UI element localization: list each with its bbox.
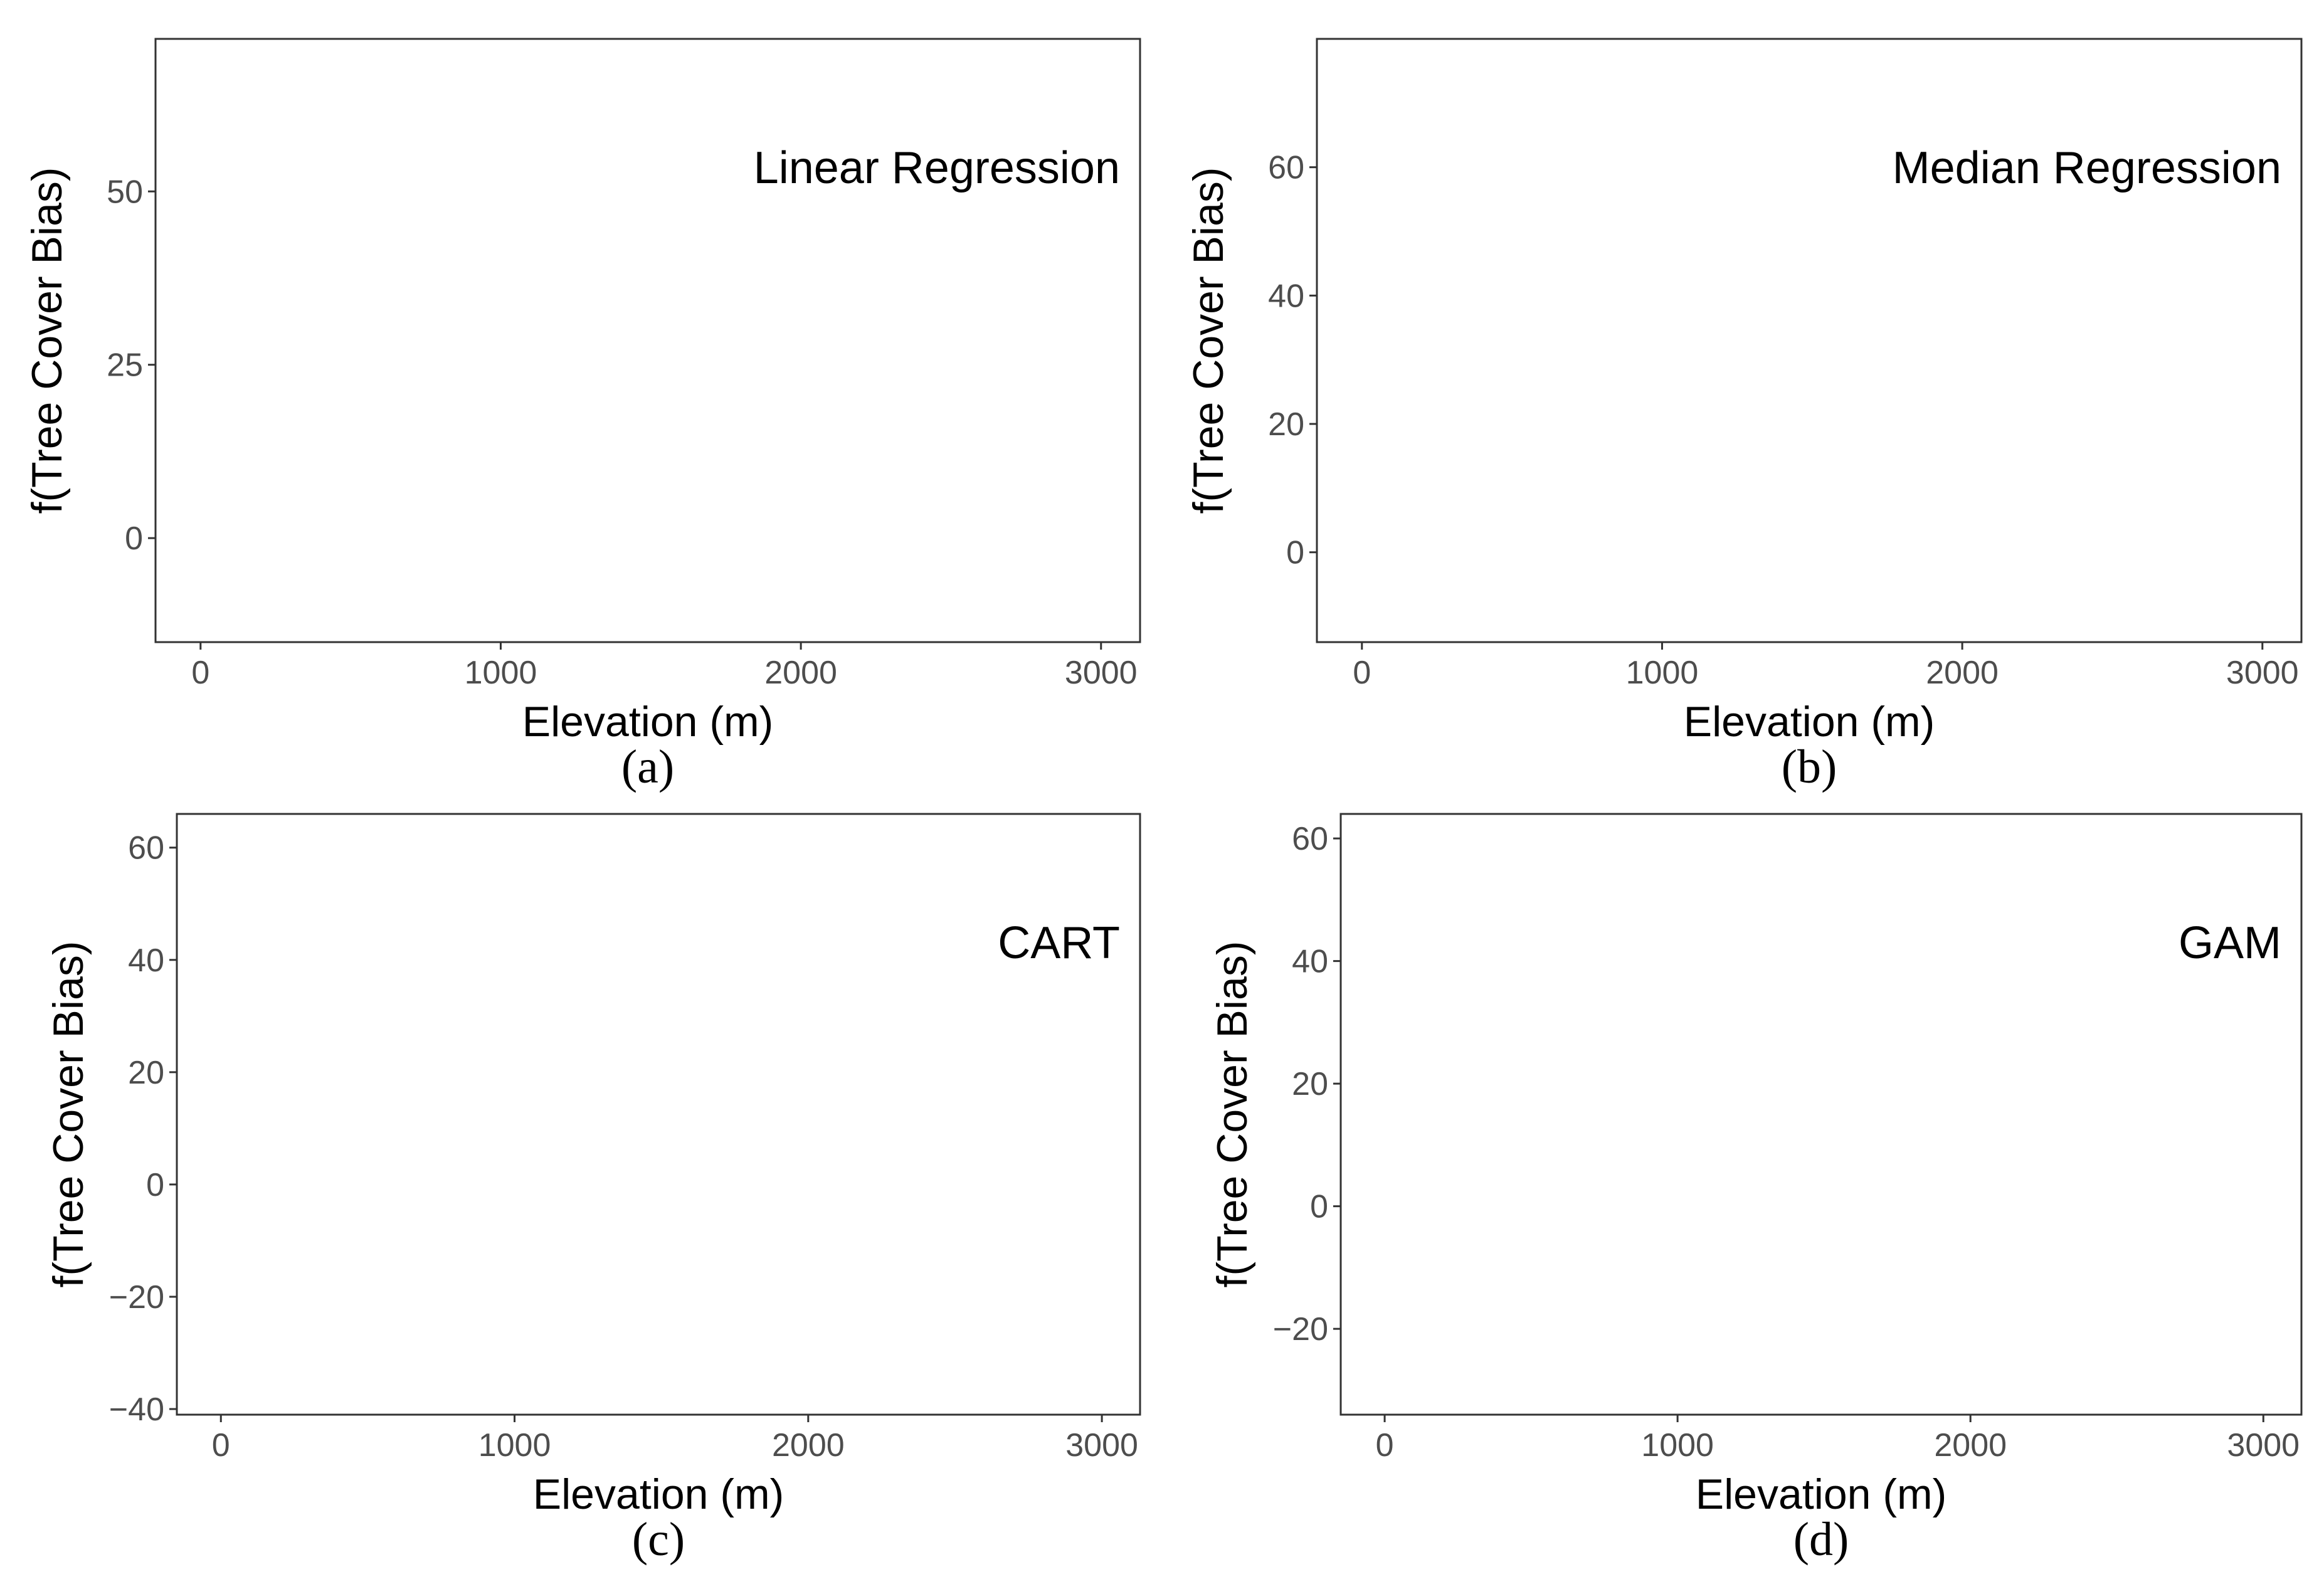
y-tick-label: 20 [128,1055,164,1091]
x-tick-label: 0 [212,1427,230,1464]
x-tick-label: 3000 [2227,1427,2300,1464]
x-tick-label: 0 [191,655,209,691]
y-tick-label: 0 [1286,535,1304,571]
panel-title: Linear Regression [754,143,1120,193]
y-tick-label: 60 [1292,821,1328,857]
y-tick-label: 40 [1268,278,1304,314]
x-tick-label: 1000 [465,655,537,691]
x-tick-label: 1000 [1641,1427,1714,1464]
x-axis-title: Elevation (m) [1684,698,1935,746]
panel-border [176,813,1141,1416]
panel-title: CART [998,918,1120,968]
y-tick-label: 60 [1268,150,1304,186]
panel-caption: (a) [621,741,674,793]
x-axis-title: Elevation (m) [522,698,774,746]
x-tick-label: 2000 [1926,655,1999,691]
x-tick-label: 0 [1376,1427,1394,1464]
y-tick-label: 0 [146,1167,164,1203]
y-tick-label: 0 [125,520,143,557]
y-axis-title: f(Tree Cover Bias) [1208,941,1256,1288]
x-tick-label: 1000 [478,1427,551,1464]
panel-border [1339,813,2303,1416]
panel-a: 0 1000 2000 3000 0 25 50 Elevation (m) f(Tree Co… [23,38,1141,793]
y-tick-label: −20 [109,1279,164,1316]
y-tick-label: −20 [1273,1311,1328,1348]
x-tick-label: 0 [1353,655,1371,691]
panel-caption: (b) [1782,741,1837,793]
panel-caption: (d) [1793,1513,1849,1566]
y-axis-title: f(Tree Cover Bias) [23,167,71,514]
panel-border [1316,38,2303,643]
y-tick-label: 0 [1310,1189,1328,1225]
y-tick-label: 20 [1268,406,1304,443]
x-tick-label: 2000 [764,655,837,691]
panel-title: Median Regression [1893,143,2281,193]
y-tick-label: −40 [109,1391,164,1428]
panel-title: GAM [2179,918,2281,968]
y-tick-label: 20 [1292,1066,1328,1102]
x-tick-label: 3000 [1065,1427,1138,1464]
x-axis-title: Elevation (m) [1696,1470,1947,1518]
y-tick-label: 40 [128,942,164,979]
y-tick-label: 40 [1292,944,1328,980]
y-tick-label: 50 [107,174,143,210]
panel-c: 0 1000 2000 3000 −40 −20 0 20 40 60 Elevation (m) f… [45,813,1141,1566]
x-tick-label: 2000 [772,1427,845,1464]
panel-border [154,38,1141,643]
y-axis-title: f(Tree Cover Bias) [1185,167,1232,514]
y-tick-label: 60 [128,830,164,867]
x-tick-label: 2000 [1934,1427,2007,1464]
x-axis-title: Elevation (m) [533,1470,784,1518]
x-tick-label: 3000 [1065,655,1138,691]
x-tick-label: 1000 [1626,655,1699,691]
panel-caption: (c) [632,1513,685,1566]
panel-d: 0 1000 2000 3000 −20 0 20 40 60 Elevation (m) f(Tr… [1208,813,2303,1566]
panel-b: 0 1000 2000 3000 0 20 40 60 Elevation (m) f(Tree … [1185,38,2303,793]
x-tick-label: 3000 [2226,655,2299,691]
y-axis-title: f(Tree Cover Bias) [45,941,92,1288]
y-tick-label: 25 [107,347,143,384]
